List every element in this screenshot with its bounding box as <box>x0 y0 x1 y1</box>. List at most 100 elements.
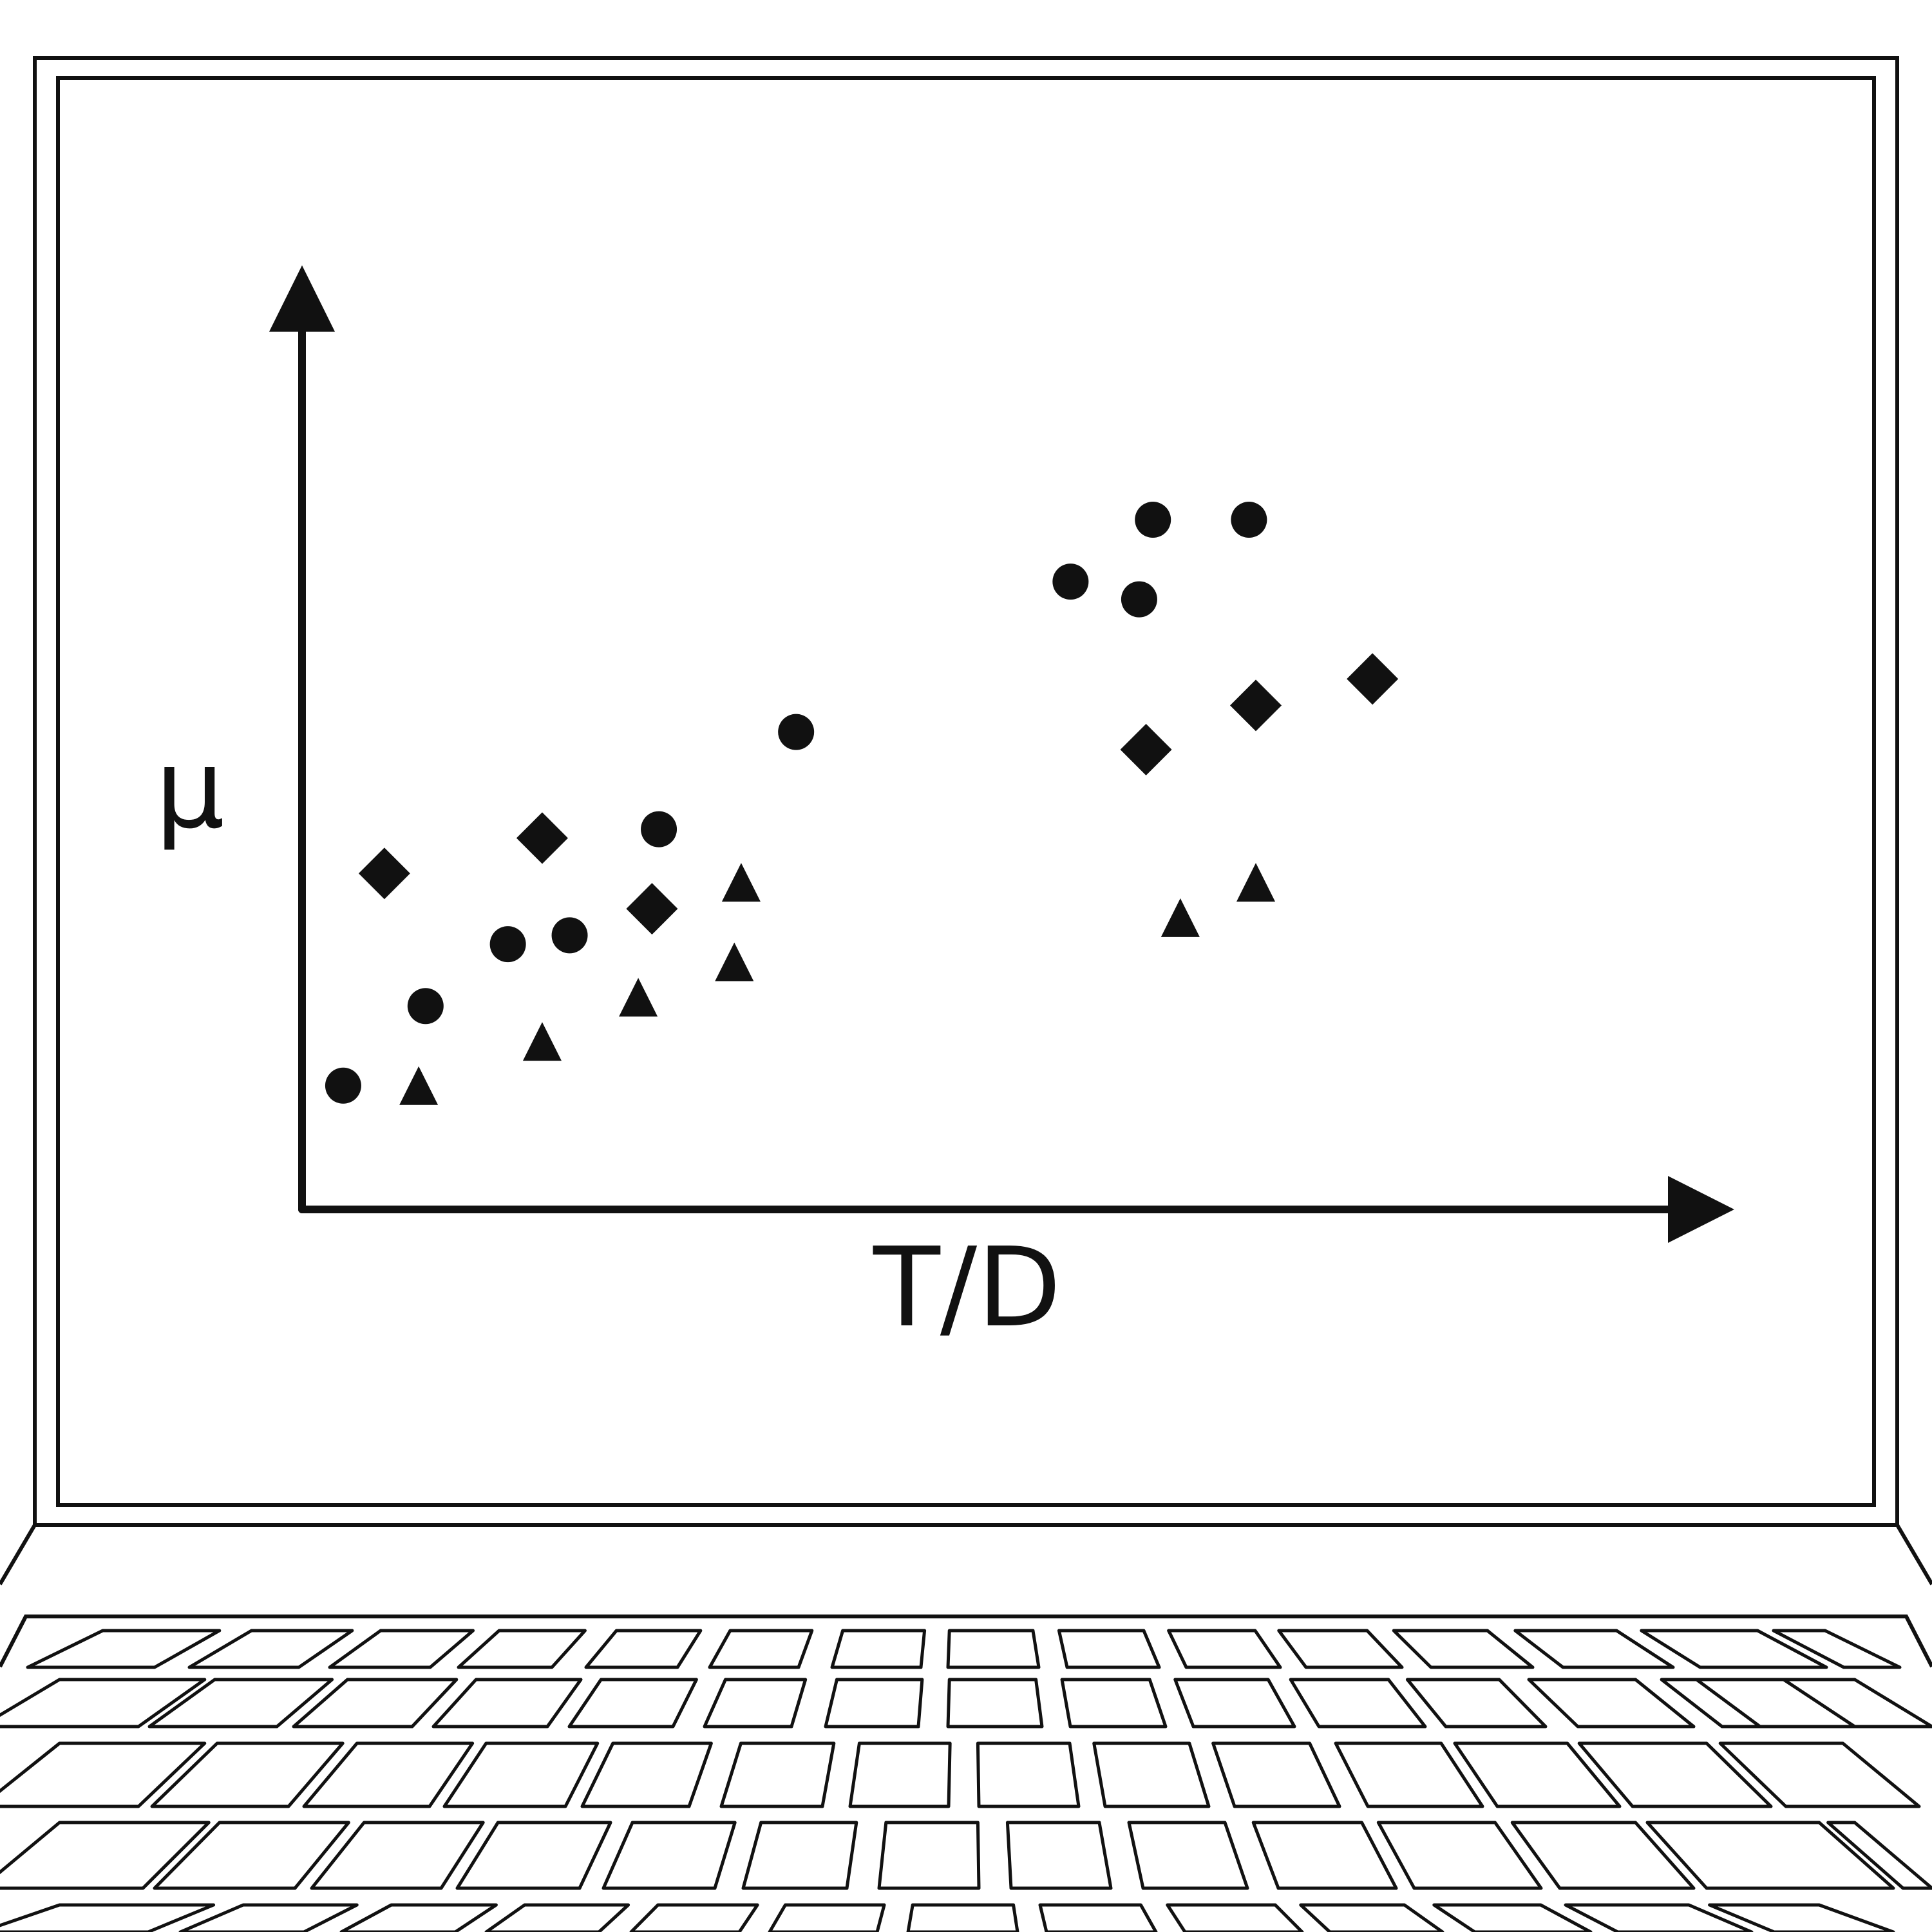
keyboard-key-r3-9 <box>1092 1741 1211 1808</box>
keyboard-key-r3-2 <box>150 1741 345 1808</box>
keyboard-key-r2-10 <box>1173 1678 1296 1728</box>
data-point-triangle-1 <box>399 1066 439 1105</box>
keyboard-key-r4-2 <box>153 1821 350 1890</box>
keyboard-key-r3-13 <box>1577 1741 1773 1808</box>
data-point-circle-3 <box>489 926 526 963</box>
keyboard-key-r2-2 <box>147 1678 334 1728</box>
laptop-lid-outer-frame <box>33 56 1899 1527</box>
data-point-circle-10 <box>1231 502 1267 538</box>
data-point-circle-6 <box>778 714 815 750</box>
keyboard-key-r2-15 <box>1694 1678 1932 1728</box>
keyboard-key-r2-9 <box>1060 1678 1168 1728</box>
data-point-diamond-2 <box>516 812 568 864</box>
data-point-triangle-7 <box>1236 862 1276 902</box>
keyboard-key-r3-5 <box>580 1741 713 1808</box>
y-axis-arrowhead <box>269 265 335 332</box>
keyboard-key-r3-14 <box>1718 1741 1921 1808</box>
keyboard-key-r5-3 <box>339 1903 498 1932</box>
scatter-chart: μ T/D <box>155 265 1734 1352</box>
keyboard-key-r1-11 <box>1277 1629 1404 1669</box>
laptop-base-left-edge <box>0 1524 37 1586</box>
keyboard-key-r4-9 <box>1127 1821 1249 1890</box>
keyboard-key-r1-10 <box>1167 1629 1282 1669</box>
keyboard-key-r2-11 <box>1289 1678 1427 1728</box>
keyboard-key-r3-7 <box>848 1741 952 1808</box>
keyboard-key-r5-7 <box>906 1903 1019 1932</box>
keyboard-key-r1-5 <box>584 1629 703 1669</box>
keyboard-key-r5-5 <box>629 1903 759 1932</box>
y-axis-label: μ <box>155 726 225 853</box>
keyboard-key-r1-1 <box>26 1629 222 1669</box>
keyboard-key-r4-10 <box>1251 1821 1398 1890</box>
keyboard-key-r5-13 <box>1708 1903 1895 1932</box>
laptop-screen-inner-frame <box>56 76 1876 1507</box>
keyboard-key-r2-13 <box>1527 1678 1696 1728</box>
keyboard-key-r5-8 <box>1038 1903 1158 1932</box>
keyboard-key-r3-3 <box>302 1741 475 1808</box>
keyboard-key-r5-2 <box>178 1903 359 1932</box>
keyboard-key-r2-12 <box>1405 1678 1548 1728</box>
keyboard-key-r2-6 <box>703 1678 808 1728</box>
keyboard-key-r3-12 <box>1453 1741 1622 1808</box>
keyboard-key-r5-11 <box>1432 1903 1593 1932</box>
keyboard-key-r4-13 <box>1645 1821 1895 1890</box>
keyboard-key-r2-3 <box>292 1678 459 1728</box>
keyboard-key-r1-4 <box>457 1629 587 1669</box>
keyboard-key-r4-14 <box>1826 1821 1932 1890</box>
keyboard-key-r1-12 <box>1392 1629 1535 1669</box>
data-point-triangle-5 <box>721 862 761 902</box>
data-point-triangle-2 <box>522 1022 562 1061</box>
keyboard-key-r1-6 <box>708 1629 814 1669</box>
data-point-triangle-4 <box>715 942 754 981</box>
keyboard-key-r1-13 <box>1513 1629 1675 1669</box>
data-point-diamond-5 <box>1230 679 1282 732</box>
data-point-diamond-6 <box>1347 653 1399 705</box>
data-point-triangle-6 <box>1160 898 1200 937</box>
keyboard-key-r3-6 <box>719 1741 836 1808</box>
data-point-circle-5 <box>641 811 677 848</box>
data-points <box>325 502 1399 1105</box>
keyboard-key-r4-1 <box>0 1821 211 1890</box>
keyboard-key-r2-4 <box>431 1678 583 1728</box>
keyboard-key-r4-6 <box>741 1821 858 1890</box>
keyboard-key-r4-11 <box>1376 1821 1543 1890</box>
keyboard-key-r4-3 <box>310 1821 485 1890</box>
keyboard-key-r1-8 <box>946 1629 1041 1669</box>
keyboard-key-r4-12 <box>1510 1821 1696 1890</box>
keyboard-key-r1-9 <box>1057 1629 1161 1669</box>
keyboard-key-r1-15 <box>1772 1629 1902 1669</box>
data-point-circle-4 <box>551 917 588 954</box>
keyboard-key-r1-7 <box>830 1629 927 1669</box>
x-axis-arrowhead <box>1668 1176 1734 1243</box>
keyboard <box>0 1629 1932 1932</box>
data-point-circle-7 <box>1052 564 1089 600</box>
keyboard-key-r2-7 <box>824 1678 924 1728</box>
keyboard-key-r4-4 <box>455 1821 612 1890</box>
laptop-base-right-edge <box>1895 1524 1932 1586</box>
keyboard-key-r5-4 <box>484 1903 630 1932</box>
data-point-circle-2 <box>407 988 444 1025</box>
keyboard-key-r5-1 <box>0 1903 216 1932</box>
keyboard-key-r1-14 <box>1640 1629 1828 1669</box>
keyboard-deck-outline <box>0 1615 1932 1668</box>
keyboard-key-r3-8 <box>976 1741 1081 1808</box>
keyboard-key-r5-9 <box>1166 1903 1304 1932</box>
data-point-circle-1 <box>325 1067 361 1104</box>
keyboard-key-r2-14 <box>1660 1678 1857 1728</box>
keyboard-key-r3-4 <box>442 1741 600 1808</box>
keyboard-key-r5-6 <box>768 1903 886 1932</box>
data-point-circle-8 <box>1121 581 1157 618</box>
data-point-diamond-3 <box>626 883 678 935</box>
keyboard-key-r2-1 <box>0 1678 207 1728</box>
data-point-diamond-1 <box>358 848 410 900</box>
keyboard-key-r5-12 <box>1564 1903 1754 1932</box>
keyboard-key-r2-5 <box>567 1678 698 1728</box>
keyboard-key-r2-8 <box>946 1678 1044 1728</box>
keyboard-key-r4-7 <box>877 1821 981 1890</box>
data-point-circle-9 <box>1135 502 1171 538</box>
keyboard-key-r3-1 <box>0 1741 207 1808</box>
data-point-triangle-3 <box>619 978 658 1017</box>
x-axis-label: T/D <box>873 1224 1061 1352</box>
data-point-diamond-4 <box>1120 724 1172 776</box>
